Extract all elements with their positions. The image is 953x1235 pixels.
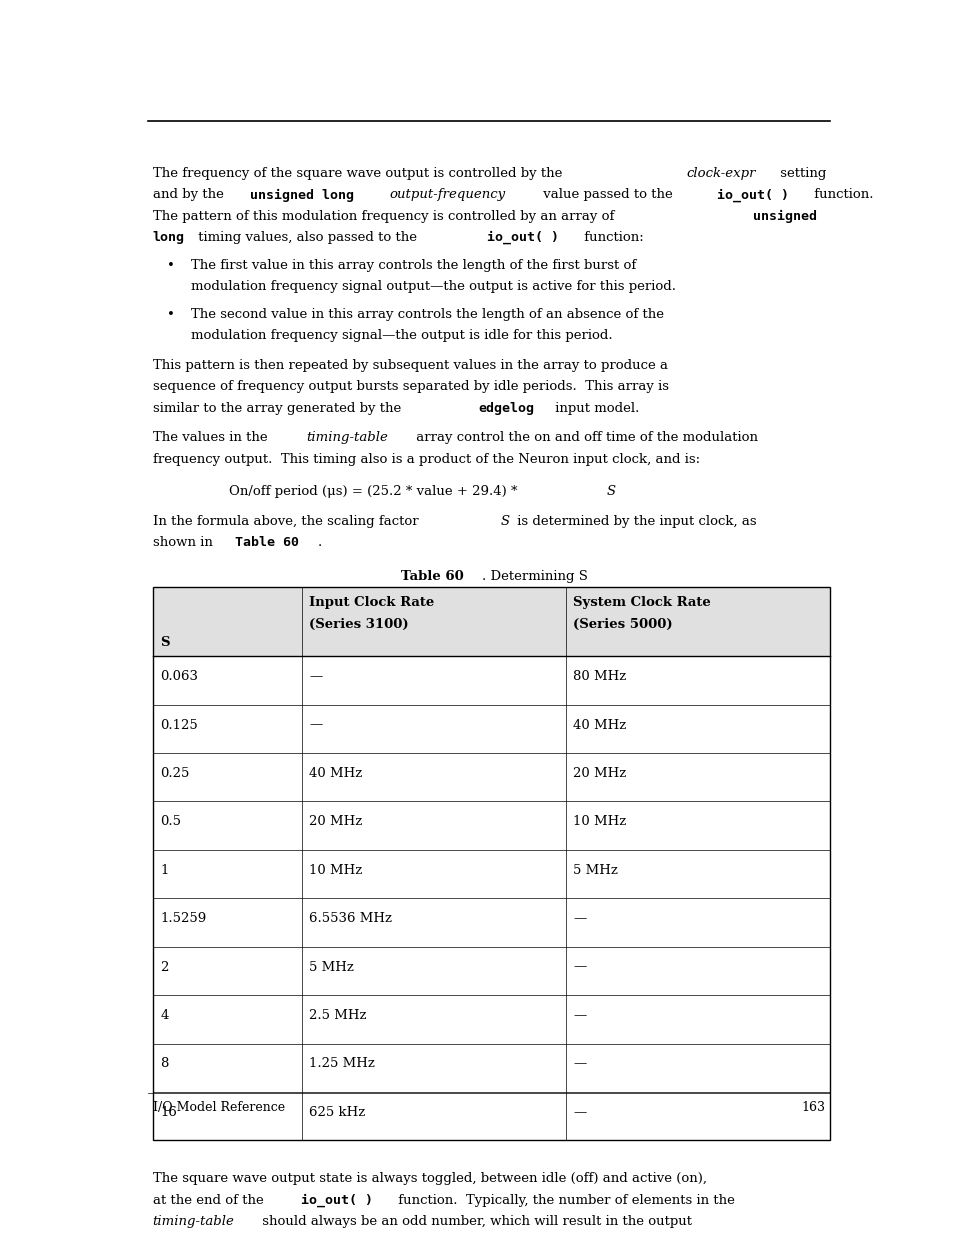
Text: 0.5: 0.5 xyxy=(160,815,181,829)
Text: 0.125: 0.125 xyxy=(160,719,198,731)
Text: shown in: shown in xyxy=(152,536,216,550)
Text: unsigned long: unsigned long xyxy=(250,189,354,201)
Text: System Clock Rate: System Clock Rate xyxy=(573,597,710,609)
Text: •: • xyxy=(167,259,174,272)
Text: 16: 16 xyxy=(160,1105,177,1119)
Text: is determined by the input clock, as: is determined by the input clock, as xyxy=(512,515,756,527)
Text: 1: 1 xyxy=(160,863,169,877)
Text: edgelog: edgelog xyxy=(478,401,534,415)
Text: S: S xyxy=(500,515,510,527)
Text: io_out( ): io_out( ) xyxy=(487,231,558,245)
Text: function:: function: xyxy=(579,231,643,245)
Text: On/off period (μs) = (25.2 * value + 29.4) *: On/off period (μs) = (25.2 * value + 29.… xyxy=(229,485,521,498)
Text: long: long xyxy=(152,231,185,245)
Text: clock-expr: clock-expr xyxy=(685,167,755,180)
Text: 1.5259: 1.5259 xyxy=(160,913,206,925)
Text: —: — xyxy=(309,719,322,731)
Text: similar to the array generated by the: similar to the array generated by the xyxy=(152,401,405,415)
Text: 163: 163 xyxy=(801,1100,824,1114)
Text: 80 MHz: 80 MHz xyxy=(573,671,626,683)
Text: 625 kHz: 625 kHz xyxy=(309,1105,365,1119)
Text: S: S xyxy=(606,485,616,498)
Text: timing-table: timing-table xyxy=(152,1215,234,1228)
Text: 5 MHz: 5 MHz xyxy=(309,961,354,973)
Text: io_out( ): io_out( ) xyxy=(717,189,788,201)
Text: timing values, also passed to the: timing values, also passed to the xyxy=(193,231,420,245)
Text: 40 MHz: 40 MHz xyxy=(309,767,362,781)
Text: 8: 8 xyxy=(160,1057,169,1071)
Text: —: — xyxy=(573,961,586,973)
Text: 0.063: 0.063 xyxy=(160,671,198,683)
Text: 10 MHz: 10 MHz xyxy=(573,815,626,829)
Text: •: • xyxy=(167,308,174,321)
Text: frequency output.  This timing also is a product of the Neuron input clock, and : frequency output. This timing also is a … xyxy=(152,453,700,466)
Text: The square wave output state is always toggled, between idle (off) and active (o: The square wave output state is always t… xyxy=(152,1172,706,1186)
Bar xyxy=(152,587,829,656)
Text: —: — xyxy=(309,671,322,683)
Text: (Series 3100): (Series 3100) xyxy=(309,618,409,631)
Text: should always be an odd number, which will result in the output: should always be an odd number, which wi… xyxy=(258,1215,692,1228)
Text: function.: function. xyxy=(809,189,873,201)
Text: io_out( ): io_out( ) xyxy=(301,1193,373,1207)
Text: The first value in this array controls the length of the first burst of: The first value in this array controls t… xyxy=(191,259,636,272)
Text: —: — xyxy=(573,1057,586,1071)
Text: 2: 2 xyxy=(160,961,169,973)
Text: modulation frequency signal output—the output is active for this period.: modulation frequency signal output—the o… xyxy=(191,280,675,293)
Text: —: — xyxy=(573,1009,586,1021)
Text: I/O Model Reference: I/O Model Reference xyxy=(152,1100,284,1114)
Text: The pattern of this modulation frequency is controlled by an array of: The pattern of this modulation frequency… xyxy=(152,210,618,222)
Text: 2.5 MHz: 2.5 MHz xyxy=(309,1009,366,1021)
Text: —: — xyxy=(573,913,586,925)
Text: In the formula above, the scaling factor: In the formula above, the scaling factor xyxy=(152,515,422,527)
Text: setting: setting xyxy=(775,167,825,180)
Text: at the end of the: at the end of the xyxy=(152,1193,268,1207)
Text: Table 60: Table 60 xyxy=(235,536,299,550)
Text: 4: 4 xyxy=(160,1009,169,1021)
Text: The values in the: The values in the xyxy=(152,431,272,445)
Text: S: S xyxy=(160,636,170,648)
Text: The second value in this array controls the length of an absence of the: The second value in this array controls … xyxy=(191,308,663,321)
Text: Table 60: Table 60 xyxy=(400,571,463,583)
Text: 6.5536 MHz: 6.5536 MHz xyxy=(309,913,392,925)
Text: 10 MHz: 10 MHz xyxy=(309,863,362,877)
Text: timing-table: timing-table xyxy=(306,431,388,445)
Text: The frequency of the square wave output is controlled by the: The frequency of the square wave output … xyxy=(152,167,566,180)
Text: (Series 5000): (Series 5000) xyxy=(573,618,673,631)
Text: value passed to the: value passed to the xyxy=(538,189,677,201)
Text: output-frequency: output-frequency xyxy=(389,189,505,201)
Text: 40 MHz: 40 MHz xyxy=(573,719,626,731)
Text: and by the: and by the xyxy=(152,189,228,201)
Text: sequence of frequency output bursts separated by idle periods.  This array is: sequence of frequency output bursts sepa… xyxy=(152,380,668,393)
Text: function.  Typically, the number of elements in the: function. Typically, the number of eleme… xyxy=(394,1193,734,1207)
Text: 1.25 MHz: 1.25 MHz xyxy=(309,1057,375,1071)
Text: —: — xyxy=(573,1105,586,1119)
Text: modulation frequency signal—the output is idle for this period.: modulation frequency signal—the output i… xyxy=(191,330,612,342)
Bar xyxy=(152,587,829,1140)
Text: This pattern is then repeated by subsequent values in the array to produce a: This pattern is then repeated by subsequ… xyxy=(152,359,667,372)
Text: 20 MHz: 20 MHz xyxy=(309,815,362,829)
Text: array control the on and off time of the modulation: array control the on and off time of the… xyxy=(412,431,757,445)
Text: unsigned: unsigned xyxy=(753,210,817,222)
Text: 0.25: 0.25 xyxy=(160,767,190,781)
Text: Input Clock Rate: Input Clock Rate xyxy=(309,597,434,609)
Text: 20 MHz: 20 MHz xyxy=(573,767,626,781)
Text: . Determining S: . Determining S xyxy=(481,571,587,583)
Text: .: . xyxy=(317,536,322,550)
Text: 5 MHz: 5 MHz xyxy=(573,863,618,877)
Text: input model.: input model. xyxy=(550,401,639,415)
